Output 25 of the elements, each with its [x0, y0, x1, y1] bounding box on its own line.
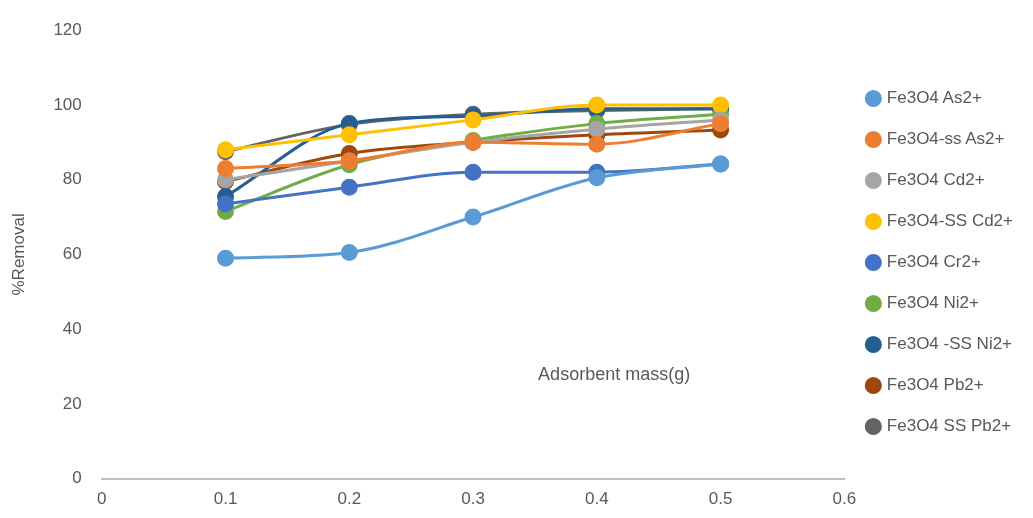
y-tick-label: 0: [72, 468, 82, 488]
legend-label: Fe3O4 As2+: [886, 88, 982, 108]
x-tick-label: 0.5: [708, 489, 733, 509]
y-tick-label: 100: [53, 94, 82, 114]
y-tick-label: 40: [62, 318, 82, 338]
legend-label: Fe3O4-SS Cd2+: [886, 211, 1014, 231]
legend-label: Fe3O4 Cr2+: [886, 252, 981, 272]
legend-label: Fe3O4 Cd2+: [886, 170, 985, 190]
x-axis-title: Adsorbent mass(g): [538, 364, 691, 385]
y-tick-label: 20: [62, 393, 82, 413]
legend-label: Fe3O4 Pb2+: [886, 375, 984, 395]
legend-label: Fe3O4 -SS Ni2+: [886, 334, 1013, 354]
y-axis-title: %Removal: [8, 213, 28, 296]
x-tick-label: 0.4: [585, 489, 609, 509]
legend-label: Fe3O4-ss As2+: [886, 129, 1005, 149]
y-tick-label: 60: [62, 244, 82, 264]
x-tick-label: 0.1: [213, 489, 238, 509]
legend-label: Fe3O4 SS Pb2+: [886, 416, 1012, 436]
x-tick-label: 0: [97, 489, 107, 509]
x-tick-label: 0.6: [832, 489, 857, 509]
legend-label: Fe3O4 Ni2+: [886, 293, 980, 313]
y-tick-label: 80: [62, 169, 82, 189]
x-tick-label: 0.2: [337, 489, 362, 509]
x-tick-label: 0.3: [461, 489, 485, 509]
y-tick-label: 120: [53, 19, 82, 39]
